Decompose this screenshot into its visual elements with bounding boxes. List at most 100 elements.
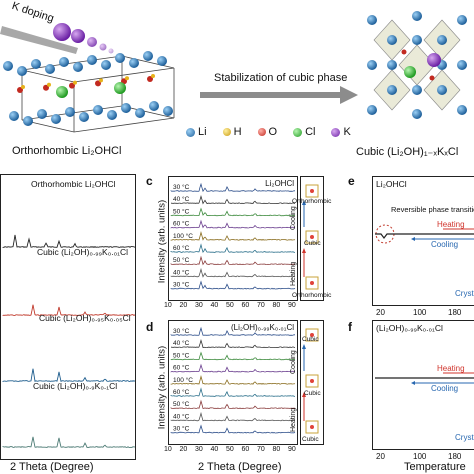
xrd-temp-trace: [170, 194, 296, 205]
x-tick-label: 50: [226, 302, 234, 309]
xrd-temp-trace: [170, 267, 296, 278]
panel-f-xtick-1: 100: [413, 452, 427, 461]
left-series-label-2: Cubic (Li₂OH)₀.₉₅K₀.₀₅Cl: [39, 313, 131, 323]
h-atom: [99, 78, 103, 83]
panel-f-title: (Li₂OH)₀.₉₉K₀.₀₁Cl: [376, 323, 443, 333]
panel-e-letter: e: [348, 174, 355, 188]
li-atom: [93, 105, 103, 115]
xrd-temp-trace: [170, 411, 296, 422]
o-atom: [95, 80, 101, 87]
panel-c-xticks: 10 20 30 40 50 60 70 80 90: [164, 302, 304, 312]
li-atom: [17, 66, 27, 76]
o-atom: [401, 49, 407, 55]
panel-c-side-top: Orthorhombic: [292, 198, 332, 205]
temp-label: 40 °C: [173, 268, 190, 276]
li-atom: [73, 62, 83, 72]
li-atom: [129, 58, 139, 68]
panel-e-annotation: Reversible phase transition: [391, 205, 474, 214]
panel-f-xlabel: Temperature: [404, 461, 466, 473]
x-tick-label: 20: [179, 302, 188, 309]
li-atom: [437, 85, 447, 95]
panel-e-crystal: Crysta: [455, 289, 474, 298]
temp-label: 40 °C: [173, 339, 190, 347]
panel-d-side-mid: Cubic: [304, 390, 321, 397]
panel-e-heating: Heating: [437, 220, 465, 229]
panel-e-xtick-0: 20: [376, 308, 385, 317]
o-atom: [69, 82, 75, 89]
panel-f-plot: (Li₂OH)₀.₉₉K₀.₀₁Cl Heating Cooling Cryst…: [372, 320, 474, 450]
xrd-temp-trace: [170, 230, 296, 241]
xrd-temp-trace: [170, 424, 296, 434]
xrd-temp-trace: [170, 363, 296, 373]
xrd-temp-trace: [170, 280, 296, 290]
k-atom-icon: [331, 127, 341, 137]
temp-label: 30 °C: [173, 425, 190, 433]
left-series-label-0: Orthorhombic Li₂OHCl: [31, 179, 116, 189]
li-atom: [59, 57, 69, 67]
li-atom: [412, 35, 422, 45]
li-atom: [31, 59, 41, 69]
temp-label: 50 °C: [173, 256, 190, 264]
x-tick-label: 80: [272, 302, 281, 309]
xrd-temp-trace: [170, 243, 296, 253]
left-xlabel: 2 Theta (Degree): [10, 461, 94, 473]
li-atom: [387, 60, 397, 70]
o-atom-icon: [257, 128, 266, 136]
temp-label: 60 °C: [173, 220, 190, 228]
xrd-temp-trace: [170, 399, 296, 410]
li-atom: [412, 11, 422, 21]
stabilization-label: Stabilization of cubic phase: [214, 72, 348, 84]
li-atom: [149, 101, 159, 111]
unit-cell-icon: [305, 276, 319, 290]
li-atom: [157, 56, 167, 66]
temp-label: 50 °C: [173, 351, 190, 359]
o-atom: [429, 75, 435, 81]
panel-c-heating: Heating: [290, 261, 297, 286]
x-tick-label: 90: [288, 302, 296, 309]
x-tick-label: 60: [241, 446, 250, 453]
li-atom: [367, 15, 377, 25]
orthorhombic-structure: [3, 51, 175, 133]
x-tick-label: 10: [164, 302, 172, 309]
panel-d-side: [300, 320, 324, 445]
ortho-cell-edge: [21, 69, 75, 83]
x-tick-label: 40: [210, 446, 219, 453]
li-atom: [457, 105, 467, 115]
x-tick-label: 70: [257, 446, 265, 453]
panel-d-side-art: [302, 328, 319, 434]
ortho-cell-edge: [121, 55, 175, 69]
temp-label: 50 °C: [173, 207, 190, 215]
temp-label: 30 °C: [173, 281, 190, 289]
k-atoms: [53, 23, 114, 54]
li-atom: [412, 85, 422, 95]
x-tick-label: 60: [241, 302, 250, 309]
panel-e-title: Li₂OHCl: [376, 179, 407, 189]
unit-cell-icon: [305, 184, 319, 198]
temp-label: 100 °C: [173, 376, 193, 384]
xrd-temp-trace: [170, 338, 296, 349]
li-atom: [9, 111, 19, 121]
xrd-temp-trace: [170, 207, 296, 217]
panel-d-side-bottom: Cubic: [302, 436, 319, 443]
li-atom: [107, 110, 117, 120]
li-atom: [37, 109, 47, 119]
x-tick-label: 90: [288, 446, 296, 453]
left-series-label-1: Cubic (Li₂OH)₀.₉₉K₀.₀₁Cl: [37, 247, 129, 257]
panel-c-side-art: [302, 184, 319, 290]
panel-f-letter: f: [348, 320, 352, 334]
h-atom: [73, 80, 77, 85]
panel-f-cooling: Cooling: [431, 384, 459, 393]
cubic-caption: Cubic (Li₂OH)₁₋ₓKₓCl: [356, 146, 459, 158]
li-atom: [23, 116, 33, 126]
cl-atom: [114, 82, 126, 94]
unit-cell-icon: [305, 420, 319, 434]
panel-c-ylabel: Intensity (arb. units): [156, 199, 168, 284]
ortho-cell-edge: [73, 117, 175, 133]
panel-f-heating: Heating: [437, 364, 465, 373]
h-atom: [47, 82, 51, 87]
legend-cl: Cl: [293, 126, 315, 138]
panel-c-side: [300, 176, 324, 301]
panel-e-plot: Li₂OHCl Reversible phase transition Heat…: [372, 176, 474, 306]
h-atom: [151, 74, 155, 78]
temp-label: 60 °C: [173, 244, 190, 252]
